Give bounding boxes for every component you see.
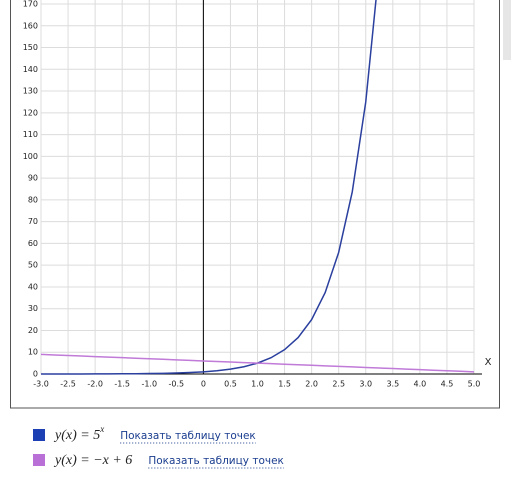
y-tick-label: 70 bbox=[28, 217, 38, 226]
x-tick-label: 0.5 bbox=[224, 380, 237, 389]
x-tick-label: -2.5 bbox=[60, 380, 76, 389]
x-tick-label: 2.0 bbox=[305, 380, 318, 389]
y-tick-label: 160 bbox=[23, 21, 38, 30]
x-tick-label: 3.0 bbox=[359, 380, 372, 389]
x-tick-label: 4.5 bbox=[441, 380, 454, 389]
x-tick-label: -1.5 bbox=[114, 380, 130, 389]
chart-frame bbox=[10, 0, 500, 409]
y-tick-label: 130 bbox=[23, 87, 38, 96]
y-tick-label: 0 bbox=[33, 370, 38, 379]
legend-swatch bbox=[33, 454, 45, 466]
x-tick-label: 5.0 bbox=[468, 380, 481, 389]
legend-label-exponent: x bbox=[99, 424, 104, 434]
y-tick-label: 170 bbox=[23, 0, 38, 9]
x-tick-label: -2.0 bbox=[87, 380, 103, 389]
y-tick-label: 40 bbox=[28, 282, 38, 291]
y-tick-label: 110 bbox=[23, 130, 38, 139]
x-tick-label: 1.5 bbox=[278, 380, 291, 389]
legend-link[interactable]: Показать таблицу точек bbox=[120, 430, 256, 442]
series-line bbox=[40, 353, 475, 373]
y-tick-label: 30 bbox=[28, 304, 38, 313]
x-tick-label: -3.0 bbox=[33, 380, 49, 389]
legend-swatch bbox=[33, 429, 45, 441]
x-tick-label: -0.5 bbox=[169, 380, 185, 389]
legend-formula: y(x) = 5x bbox=[53, 424, 104, 443]
legend-label: y(x) = −x + 6 bbox=[53, 453, 132, 468]
legend-formula: y(x) = −x + 6 bbox=[53, 453, 132, 468]
x-tick-label: -1.0 bbox=[141, 380, 157, 389]
series-line bbox=[40, 0, 377, 375]
scrollbar bbox=[503, 0, 511, 60]
y-tick-label: 90 bbox=[28, 174, 38, 183]
y-tick-label: 150 bbox=[23, 43, 38, 52]
legend-label: y(x) = 5 bbox=[53, 428, 100, 443]
x-axis-label: X bbox=[485, 357, 492, 368]
x-tick-label: 2.5 bbox=[332, 380, 345, 389]
legend-link[interactable]: Показать таблицу точек bbox=[148, 455, 284, 467]
x-tick-label: 1.0 bbox=[251, 380, 264, 389]
y-tick-label: 120 bbox=[23, 108, 38, 117]
x-tick-label: 3.5 bbox=[386, 380, 399, 389]
y-tick-label: 80 bbox=[28, 195, 38, 204]
y-tick-label: 100 bbox=[23, 152, 38, 161]
y-tick-label: 20 bbox=[28, 326, 38, 335]
x-tick-label: 4.0 bbox=[414, 380, 427, 389]
x-tick-label: 0 bbox=[201, 380, 206, 389]
y-tick-label: 50 bbox=[28, 261, 38, 270]
y-tick-label: 140 bbox=[23, 65, 38, 74]
y-tick-label: 60 bbox=[28, 239, 38, 248]
y-tick-label: 10 bbox=[28, 348, 38, 357]
